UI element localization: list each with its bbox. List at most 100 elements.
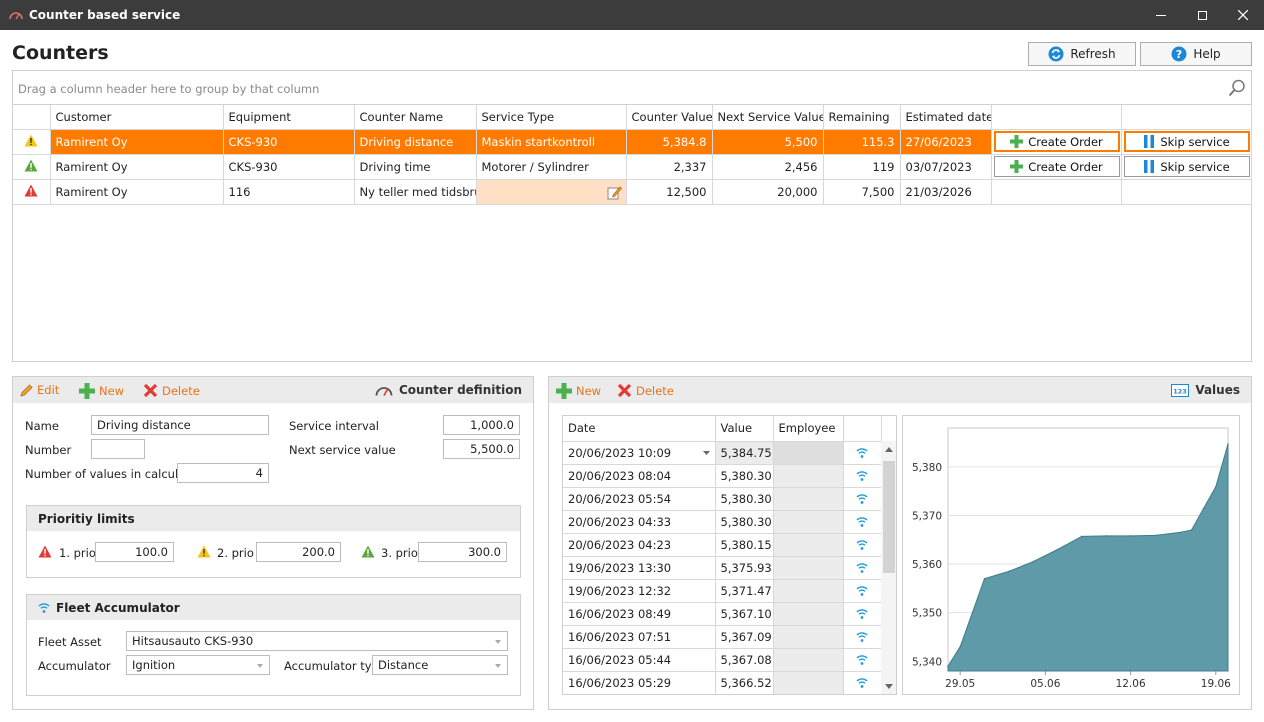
scroll-thumb[interactable]: [883, 461, 895, 573]
col-status[interactable]: [13, 105, 51, 130]
y-tick-label: 5,340: [912, 656, 942, 668]
delete-button[interactable]: Delete: [143, 383, 200, 398]
data-point: [1178, 531, 1181, 534]
table-row[interactable]: Ramirent Oy CKS-930 Driving time Motorer…: [13, 154, 1252, 180]
next-service-field[interactable]: 5,500.0: [443, 439, 520, 459]
col-estimated-date[interactable]: Estimated date: [900, 105, 992, 130]
data-point: [1227, 443, 1229, 445]
svg-text:?: ?: [1176, 48, 1182, 61]
warning-red-icon: [38, 545, 52, 558]
create-order-button[interactable]: Create Order: [993, 131, 1120, 152]
new-value-button[interactable]: New: [556, 383, 601, 399]
cell-source: [843, 510, 882, 534]
minimize-button[interactable]: [1138, 0, 1184, 30]
name-field[interactable]: Driving distance: [91, 415, 269, 435]
delete-icon: [617, 383, 632, 398]
cell-source: [843, 625, 882, 649]
scroll-up-icon[interactable]: [885, 447, 893, 452]
delete-value-button[interactable]: Delete: [617, 383, 674, 398]
table-row[interactable]: Ramirent Oy CKS-930 Driving distance Mas…: [13, 129, 1252, 155]
cell-employee: [773, 441, 844, 465]
fleet-header: Fleet Accumulator: [27, 595, 520, 620]
prio1-field[interactable]: 100.0: [95, 542, 174, 562]
data-point: [1154, 534, 1156, 537]
table-row[interactable]: Ramirent Oy 116 Ny teller med tidsbruk 1…: [13, 179, 1252, 205]
skip-service-button[interactable]: Skip service: [1123, 156, 1250, 177]
help-button[interactable]: ? Help: [1140, 42, 1252, 66]
cell-skip-service: Skip service: [1121, 129, 1252, 155]
value-row[interactable]: 20/06/2023 10:09 5,384.75: [563, 441, 882, 465]
value-row[interactable]: 20/06/2023 08:04 5,380.30: [563, 464, 882, 488]
cell-service-type: Maskin startkontroll: [476, 129, 627, 155]
new-button[interactable]: New: [79, 383, 124, 399]
values-toolbar: New Delete 123 Values: [549, 377, 1251, 403]
cell-create-order: Create Order: [991, 154, 1122, 180]
col-equipment[interactable]: Equipment: [223, 105, 355, 130]
prio2-label: 2. prio: [217, 546, 254, 560]
group-hint: Drag a column header here to group by th…: [18, 82, 320, 96]
value-row[interactable]: 16/06/2023 05:29 5,366.52: [563, 671, 882, 694]
cell-employee: [773, 487, 844, 511]
value-row[interactable]: 20/06/2023 05:54 5,380.30: [563, 487, 882, 511]
col-next-service-value[interactable]: Next Service Value: [712, 105, 824, 130]
accumulator-select[interactable]: Ignition: [126, 655, 270, 675]
col-customer[interactable]: Customer: [50, 105, 224, 130]
value-row[interactable]: 16/06/2023 07:51 5,367.09: [563, 625, 882, 649]
prio3-field[interactable]: 300.0: [418, 542, 507, 562]
name-label: Name: [25, 419, 59, 433]
service-interval-label: Service interval: [289, 419, 380, 433]
numeric-field-icon: 123: [1171, 383, 1190, 397]
skip-service-button[interactable]: Skip service: [1123, 131, 1250, 152]
values-title: 123 Values: [1171, 383, 1240, 397]
col-employee[interactable]: Employee: [773, 416, 844, 442]
cell-value: 5,380.30: [715, 464, 774, 488]
vertical-scrollbar[interactable]: [881, 441, 896, 694]
cell-remaining: 115.3: [823, 129, 901, 155]
wifi-icon: [849, 470, 876, 482]
prio2-field[interactable]: 200.0: [256, 542, 341, 562]
col-date[interactable]: Date: [563, 416, 716, 442]
cell-date: 16/06/2023 08:49: [563, 602, 716, 626]
scroll-down-icon[interactable]: [885, 684, 893, 689]
nvalues-field[interactable]: 4: [177, 463, 269, 483]
cell-source: [843, 487, 882, 511]
cell-remaining: 119: [823, 154, 901, 180]
group-by-panel[interactable]: Drag a column header here to group by th…: [12, 70, 1252, 104]
maximize-button[interactable]: [1179, 0, 1225, 30]
chevron-down-icon[interactable]: [702, 450, 710, 455]
cell-service-type-editor[interactable]: [476, 179, 627, 205]
help-icon: ?: [1171, 46, 1187, 62]
value-row[interactable]: 16/06/2023 08:49 5,367.10: [563, 602, 882, 626]
header-row: Customer Equipment Counter Name Service …: [13, 105, 1252, 130]
number-field[interactable]: [91, 439, 145, 459]
value-row[interactable]: 16/06/2023 05:44 5,367.08: [563, 648, 882, 672]
col-action-1: [991, 105, 1122, 130]
col-counter-name[interactable]: Counter Name: [354, 105, 477, 130]
warning-green-icon: [24, 159, 38, 171]
search-icon[interactable]: [1228, 79, 1246, 97]
values-table: Date Value Employee 20/06/2023 10:09 5,38…: [563, 416, 882, 694]
service-interval-field[interactable]: 1,000.0: [443, 415, 520, 435]
edit-button[interactable]: Edit: [20, 383, 59, 397]
cell-employee: [773, 671, 844, 694]
col-remaining[interactable]: Remaining: [823, 105, 901, 130]
values-chart: 5,340 5,350 5,360 5,370 5,380 29.05 05.06 12.06…: [902, 415, 1240, 695]
prio3-label: 3. prio: [381, 546, 418, 560]
value-row[interactable]: 19/06/2023 12:32 5,371.47: [563, 579, 882, 603]
edit-icon[interactable]: [607, 185, 622, 200]
col-service-type[interactable]: Service Type: [476, 105, 627, 130]
fleet-asset-select[interactable]: Hitsausauto CKS-930: [126, 631, 508, 651]
accumulator-type-select[interactable]: Distance: [372, 655, 508, 675]
data-point: [947, 665, 949, 667]
value-row[interactable]: 19/06/2023 13:30 5,375.93: [563, 556, 882, 580]
create-order-button[interactable]: Create Order: [993, 156, 1120, 177]
value-row[interactable]: 20/06/2023 04:33 5,380.30: [563, 510, 882, 534]
cell-counter-name: Driving distance: [354, 129, 477, 155]
close-button[interactable]: [1220, 0, 1264, 30]
col-value[interactable]: Value: [715, 416, 774, 442]
cell-value: 5,366.52: [715, 671, 774, 694]
value-row[interactable]: 20/06/2023 04:23 5,380.15: [563, 533, 882, 557]
refresh-button[interactable]: Refresh: [1028, 42, 1136, 66]
col-counter-value[interactable]: Counter Value: [626, 105, 713, 130]
plus-icon: [556, 383, 572, 399]
